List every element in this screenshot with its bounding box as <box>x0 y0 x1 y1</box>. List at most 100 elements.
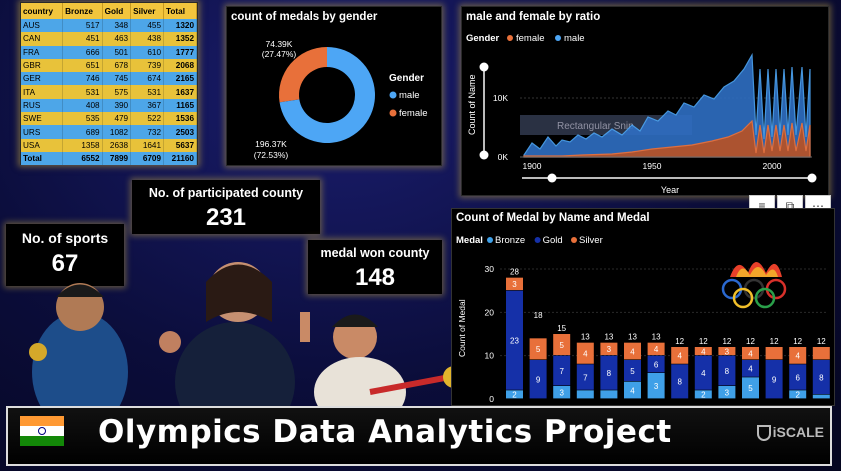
bar-gold[interactable] <box>718 355 736 386</box>
bar-data-label: 4 <box>630 347 635 356</box>
bar-bronze[interactable] <box>600 390 618 399</box>
bar-gold[interactable] <box>671 364 689 399</box>
table-cell: 1165 <box>163 98 197 113</box>
bar-silver[interactable] <box>600 342 618 356</box>
bar-silver[interactable] <box>718 347 736 356</box>
bar-silver[interactable] <box>765 347 783 360</box>
y-range-slider-top-handle[interactable] <box>479 62 489 72</box>
bar-gold[interactable] <box>529 360 547 399</box>
table-row: SWE 535 479 522 1536 <box>21 112 197 126</box>
legend-dot-silver <box>571 237 577 243</box>
total-cell: 6709 <box>130 151 165 166</box>
legend-label-silver[interactable]: Silver <box>579 235 603 246</box>
snip-watermark-text: Rectangular Snip <box>557 121 634 132</box>
bar-gold[interactable] <box>506 290 523 390</box>
table-cell: 408 <box>62 98 103 113</box>
table-cell: RUS <box>21 98 64 113</box>
ratio-ytick-0: 0K <box>498 152 509 162</box>
bar-bronze[interactable] <box>576 390 594 399</box>
bar-silver[interactable] <box>742 347 759 360</box>
bar-data-label: 5 <box>536 345 541 354</box>
bar-ytick: 30 <box>485 264 495 274</box>
bar-ytick: 10 <box>485 351 495 361</box>
bar-bronze[interactable] <box>553 386 571 399</box>
bar-gold[interactable] <box>576 364 594 390</box>
bar-silver[interactable] <box>506 277 523 291</box>
sports-count-label: No. of sports <box>21 230 109 246</box>
bar-silver[interactable] <box>812 347 830 360</box>
bar-gold[interactable] <box>553 355 571 386</box>
bar-data-label: 3 <box>512 280 517 289</box>
table-cell: 689 <box>62 125 103 139</box>
bar-gold[interactable] <box>694 355 712 390</box>
bar-bronze[interactable] <box>789 390 807 399</box>
male-slice[interactable] <box>279 47 375 143</box>
table-cell: 1352 <box>163 32 197 46</box>
bar-data-label: 3 <box>559 389 564 398</box>
bar-y-axis-label: Count of Medal <box>457 299 467 357</box>
legend-female-label[interactable]: female <box>399 108 428 119</box>
x-range-slider-left-handle[interactable] <box>547 173 557 183</box>
bar-gold[interactable] <box>742 360 759 377</box>
bar-bronze[interactable] <box>506 390 523 399</box>
bar-gold[interactable] <box>624 360 641 382</box>
india-flag-icon <box>20 416 64 446</box>
bar-silver[interactable] <box>624 342 641 360</box>
ratio-legend-male[interactable]: male <box>564 33 585 44</box>
bar-ytick: 20 <box>485 307 495 317</box>
bar-bronze[interactable] <box>647 373 665 399</box>
bar-gold[interactable] <box>789 364 807 390</box>
bar-silver[interactable] <box>576 342 594 364</box>
bar-total-label: 12 <box>699 337 708 346</box>
bar-total-label: 13 <box>628 333 637 342</box>
bar-silver[interactable] <box>671 347 689 364</box>
legend-label-gold[interactable]: Gold <box>543 235 563 246</box>
female-slice[interactable] <box>279 47 327 103</box>
total-cell: Total <box>21 151 64 166</box>
project-title-banner: Olympics Data Analytics Project iSCALE <box>6 406 832 466</box>
col-header-country[interactable]: country <box>21 3 64 19</box>
bar-gold[interactable] <box>765 360 783 399</box>
table-cell: 463 <box>102 32 132 46</box>
x-range-slider-right-handle[interactable] <box>807 173 817 183</box>
bar-gold[interactable] <box>812 360 830 395</box>
table-header-row: country Bronze Gold Silver Total <box>21 3 197 19</box>
ratio-x-axis-label: Year <box>661 185 679 195</box>
table-cell: 739 <box>130 58 165 73</box>
bar-total-label: 12 <box>793 337 802 346</box>
table-cell: 451 <box>62 32 103 46</box>
bar-total-label: 15 <box>557 324 566 333</box>
legend-label-bronze[interactable]: Bronze <box>495 235 525 246</box>
bar-data-label: 4 <box>748 365 753 374</box>
col-header-total[interactable]: Total <box>163 3 197 19</box>
bar-data-label: 6 <box>795 373 800 382</box>
bar-gold[interactable] <box>600 355 618 390</box>
bar-data-label: 9 <box>772 376 777 385</box>
bar-bronze[interactable] <box>812 394 830 399</box>
bar-bronze[interactable] <box>718 386 736 399</box>
bar-bronze[interactable] <box>742 377 759 399</box>
female-series-area <box>523 119 811 158</box>
bar-bronze[interactable] <box>694 390 712 399</box>
bar-data-label: 23 <box>510 337 519 346</box>
bar-ytick: 0 <box>489 394 494 404</box>
bar-silver[interactable] <box>789 347 807 364</box>
ratio-legend-female[interactable]: female <box>516 33 545 44</box>
bar-total-label: 28 <box>510 268 519 277</box>
total-cell: 7899 <box>102 151 132 166</box>
bar-silver[interactable] <box>647 342 665 356</box>
bar-silver[interactable] <box>694 347 712 356</box>
bar-gold[interactable] <box>647 355 665 373</box>
col-header-bronze[interactable]: Bronze <box>62 3 103 19</box>
col-header-gold[interactable]: Gold <box>102 3 132 19</box>
female-pct-label: (27.47%) <box>262 49 297 59</box>
legend-male-label[interactable]: male <box>399 90 420 101</box>
col-header-silver[interactable]: Silver <box>130 3 165 19</box>
table-cell: USA <box>21 138 64 152</box>
bar-silver[interactable] <box>529 338 547 360</box>
table-cell: 1637 <box>163 85 197 99</box>
athletes-photo <box>29 262 460 407</box>
y-range-slider-bottom-handle[interactable] <box>479 150 489 160</box>
bar-silver[interactable] <box>553 334 571 356</box>
bar-bronze[interactable] <box>624 381 641 399</box>
